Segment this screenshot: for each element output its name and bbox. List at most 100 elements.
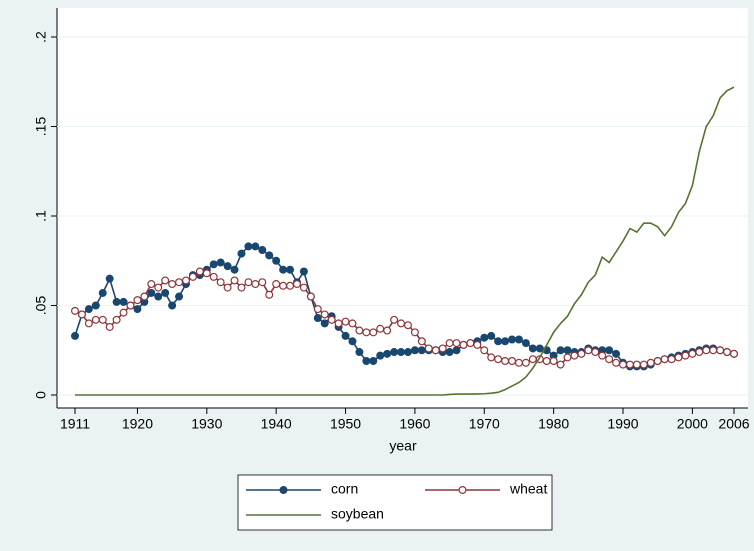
data-point: [119, 308, 128, 317]
data-point: [244, 278, 253, 287]
data-point: [105, 274, 114, 283]
x-tick-label: 1970: [469, 416, 500, 432]
data-point: [563, 353, 572, 362]
data-point: [667, 355, 676, 364]
legend-marker: [458, 486, 467, 495]
data-point: [258, 278, 267, 287]
data-point: [154, 292, 163, 301]
data-point: [473, 340, 482, 349]
data-point: [535, 344, 544, 353]
data-point: [258, 246, 267, 255]
data-point: [341, 331, 350, 340]
y-tick-label: .2: [33, 31, 49, 43]
data-point: [188, 272, 197, 281]
data-point: [577, 349, 586, 358]
data-point: [140, 292, 149, 301]
x-tick-label: 1911: [60, 416, 90, 432]
data-point: [397, 348, 406, 357]
data-point: [272, 280, 281, 289]
data-point: [223, 283, 232, 292]
data-point: [202, 269, 211, 278]
data-point: [286, 265, 295, 274]
data-point: [272, 256, 281, 265]
data-point: [251, 242, 260, 251]
data-point: [237, 283, 246, 292]
data-point: [431, 346, 440, 355]
data-point: [133, 296, 142, 305]
data-point: [265, 251, 274, 260]
legend-box: [237, 474, 553, 531]
data-point: [209, 260, 218, 269]
plot-layer: [70, 86, 738, 396]
data-point: [251, 280, 260, 289]
data-point: [112, 297, 121, 306]
data-point: [619, 360, 628, 369]
x-tick-label: 1960: [399, 416, 430, 432]
data-point: [674, 353, 683, 362]
plot-area: [57, 8, 748, 408]
data-point: [195, 267, 204, 276]
data-point: [112, 315, 121, 324]
legend-label: wheat: [509, 481, 547, 497]
data-point: [709, 346, 718, 355]
data-point: [230, 265, 239, 274]
data-point: [168, 280, 177, 289]
data-point: [299, 283, 308, 292]
data-point: [653, 356, 662, 365]
data-point: [688, 349, 697, 358]
legend-label: corn: [331, 481, 358, 497]
data-point: [417, 337, 426, 346]
data-point: [403, 348, 412, 357]
data-point: [445, 339, 454, 348]
data-point: [403, 321, 412, 330]
data-point: [154, 283, 163, 292]
data-point: [605, 346, 614, 355]
data-point: [181, 276, 190, 285]
data-point: [161, 288, 170, 297]
data-point: [494, 355, 503, 364]
data-point: [383, 326, 392, 335]
data-point: [334, 319, 343, 328]
data-point: [341, 317, 350, 326]
data-point: [84, 305, 93, 314]
data-point: [348, 319, 357, 328]
x-tick-label: 2000: [677, 416, 708, 432]
data-point: [452, 339, 461, 348]
legend-label: soybean: [331, 506, 384, 522]
data-point: [501, 356, 510, 365]
data-point: [327, 315, 336, 324]
data-point: [320, 319, 329, 328]
data-point: [438, 344, 447, 353]
data-point: [77, 310, 86, 319]
data-point: [98, 315, 107, 324]
data-point: [348, 337, 357, 346]
x-tick-label: 1980: [538, 416, 569, 432]
data-point: [390, 348, 399, 357]
data-point: [355, 326, 364, 335]
legend-marker: [279, 486, 288, 495]
data-point: [660, 355, 669, 364]
y-tick-label: .15: [33, 117, 49, 137]
data-point: [549, 356, 558, 365]
data-point: [209, 272, 218, 281]
series-line: [75, 86, 735, 396]
data-point: [605, 355, 614, 364]
data-point: [480, 333, 489, 342]
data-point: [355, 348, 364, 357]
data-point: [175, 292, 184, 301]
data-point: [528, 355, 537, 364]
data-point: [383, 349, 392, 358]
data-point: [223, 262, 232, 271]
data-point: [424, 344, 433, 353]
data-point: [556, 360, 565, 369]
data-point: [98, 288, 107, 297]
data-point: [397, 319, 406, 328]
x-tick-label: 1920: [122, 416, 153, 432]
data-point: [695, 348, 704, 357]
data-point: [459, 340, 468, 349]
x-tick-label: 2006: [718, 416, 749, 432]
x-tick-label: 1990: [607, 416, 638, 432]
data-point: [556, 346, 565, 355]
data-point: [452, 346, 461, 355]
data-point: [390, 315, 399, 324]
